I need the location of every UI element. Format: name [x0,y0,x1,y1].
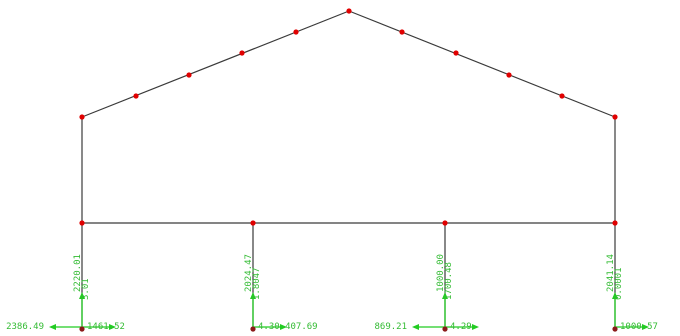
vertical-reaction-label: 2220.01 [73,254,83,292]
vertical-reaction-overlay-label: 1700.48 [444,262,454,300]
right-reaction-label: 4.29 [450,322,472,332]
reaction-arrow-head [49,324,56,330]
support-reaction-4: 2041.140.0001 1000.57 [606,254,658,332]
left-reaction-label: 2386.49 [6,322,44,332]
base-node-dot [612,326,618,332]
node-dot [250,220,256,226]
node-dot [612,220,618,226]
right-reaction-label: 1000.57 [620,322,658,332]
node-dot [79,220,85,226]
vertical-reaction-overlay-label: 3.01 [81,278,91,300]
vertical-reaction-overlay-label: 0.0001 [614,267,624,300]
support-reaction-2: 2024.471.8047 4.30 407.69 [244,254,318,332]
structure-members [81,10,616,329]
node-dot [506,72,512,78]
node-dot [399,29,405,35]
reaction-arrow-head [280,324,287,330]
vertical-reaction-label: 2024.47 [244,254,254,292]
node-dot [559,93,565,99]
vertical-reaction-label: 1000.00 [436,254,446,292]
reaction-arrow-head [79,292,85,299]
support-reaction-1: 2220.013.01 2386.49 1461.52 [6,254,125,332]
node-dot [442,220,448,226]
base-node-dot [250,326,256,332]
vertical-reaction-overlay-label: 1.8047 [252,267,262,300]
rafter-right [348,10,616,118]
node-dot [186,72,192,78]
reaction-arrow-head [472,324,479,330]
reaction-arrow-head [412,324,419,330]
node-dot [453,50,459,56]
node-dot [79,114,85,120]
node-dot [293,29,299,35]
rafter-left [81,10,350,118]
node-dot [346,8,352,14]
reaction-arrow-head [442,292,448,299]
reaction-arrow-head [612,292,618,299]
node-dot [612,114,618,120]
reaction-arrow-head [250,292,256,299]
reaction-arrow-head [642,324,649,330]
node-dot [239,50,245,56]
right-reaction-label: 4.30 407.69 [258,322,318,332]
base-node-dot [442,326,448,332]
reaction-arrow-head [109,324,116,330]
node-dot [133,93,139,99]
right-reaction-label: 1461.52 [87,322,125,332]
structure-nodes [79,8,618,332]
vertical-reaction-label: 2041.14 [606,254,616,292]
base-node-dot [79,326,85,332]
left-reaction-label: 869.21 [374,322,407,332]
support-reactions: 2220.013.01 2386.49 1461.52 2024.471.8047 4.… [6,254,658,332]
